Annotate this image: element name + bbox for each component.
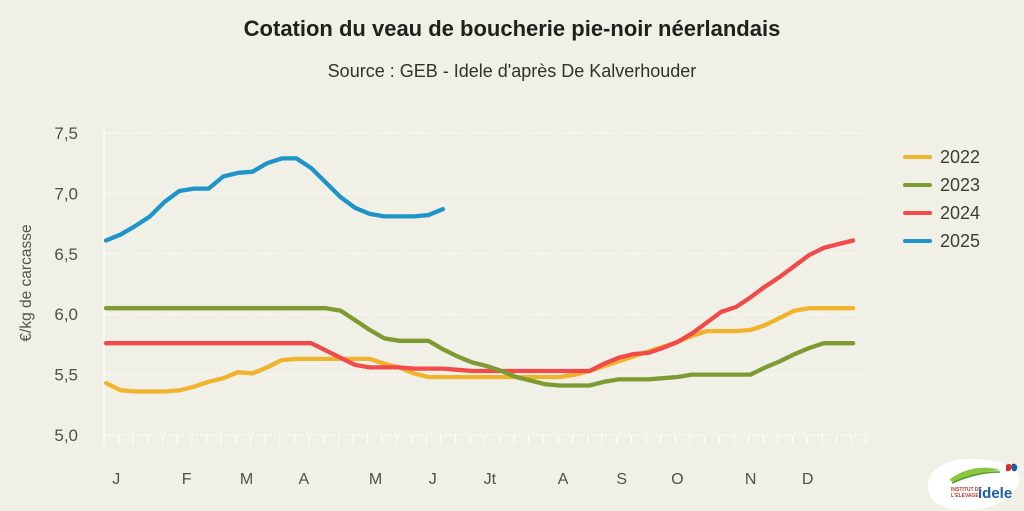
series-line-2024: [103, 238, 856, 374]
x-tick-label-M: M: [240, 471, 253, 488]
legend-label-2022: 2022: [940, 146, 981, 167]
x-tick-label-S: S: [616, 471, 627, 488]
logo-leaf-stem-icon: [951, 471, 1001, 484]
logo-flag-blue-icon: [1012, 463, 1018, 472]
x-tick-label-F: F: [182, 471, 192, 488]
y-tick-label: 7,5: [54, 124, 78, 143]
x-tick-label-A: A: [558, 471, 569, 488]
legend-item-2025: 2025: [903, 227, 980, 255]
chart-legend: 2022 2023 2024 2025: [903, 143, 980, 255]
y-tick-label: 5,0: [54, 426, 78, 445]
x-tick-label-Jt: Jt: [484, 471, 497, 488]
legend-label-2025: 2025: [940, 230, 981, 251]
x-tick-label-O: O: [671, 471, 683, 488]
y-tick-label: 6,5: [54, 245, 78, 264]
series-line-2022: [103, 306, 856, 394]
x-tick-label-J: J: [429, 471, 437, 488]
legend-swatch-2024: [903, 210, 932, 216]
idele-logo: INSTITUT DE L'ÉLEVAGE idele: [922, 455, 1022, 511]
legend-item-2023: 2023: [903, 171, 980, 199]
legend-label-2023: 2023: [940, 174, 981, 195]
series-line-2025: [103, 156, 446, 243]
x-tick-label-M: M: [369, 471, 382, 488]
y-tick-label: 5,5: [54, 366, 78, 385]
legend-label-2024: 2024: [940, 202, 981, 223]
legend-item-2022: 2022: [903, 143, 980, 171]
legend-swatch-2023: [903, 182, 932, 188]
legend-item-2024: 2024: [903, 199, 980, 227]
chart-title: Cotation du veau de boucherie pie-noir n…: [243, 16, 781, 41]
y-tick-label: 6,0: [54, 305, 78, 324]
x-tick-label-D: D: [802, 471, 814, 488]
x-tick-label-A: A: [298, 471, 309, 488]
legend-swatch-2022: [903, 154, 932, 160]
logo-flag-red-icon: [1006, 463, 1012, 472]
y-tick-label: 7,0: [54, 184, 78, 203]
legend-swatch-2025: [903, 238, 932, 244]
x-tick-label-J: J: [112, 471, 120, 488]
idele-logo-graphic: [927, 458, 1020, 511]
logo-institut-text: INSTITUT DE L'ÉLEVAGE: [951, 487, 982, 499]
logo-idele-text: idele: [978, 485, 1013, 502]
series-line-2023: [103, 306, 856, 388]
x-tick-label-N: N: [745, 471, 757, 488]
chart-subtitle: Source : GEB - Idele d'après De Kalverho…: [327, 61, 697, 81]
